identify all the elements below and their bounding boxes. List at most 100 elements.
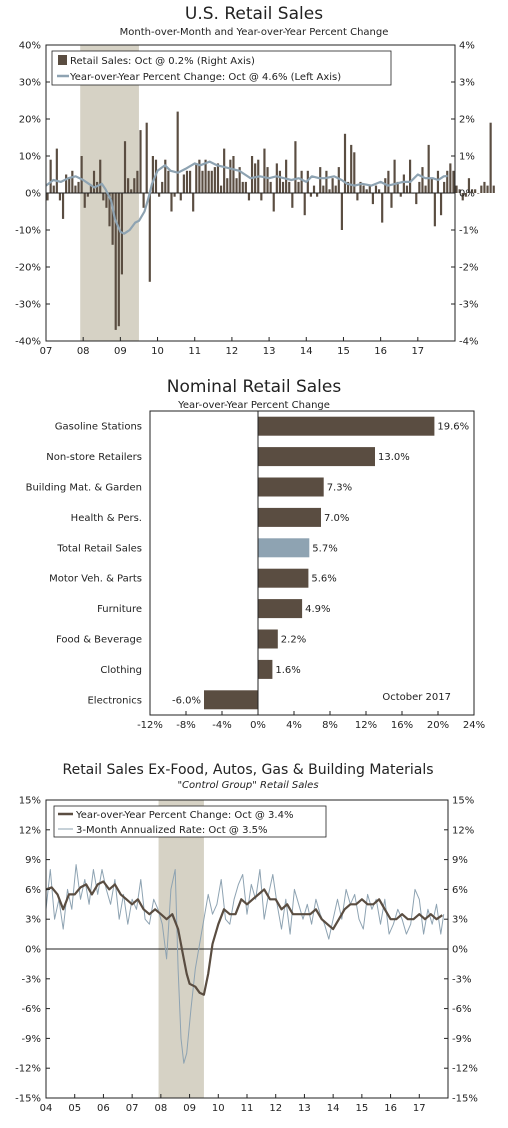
chart1-left-tick-label: 30% bbox=[19, 78, 41, 89]
chart1-mom-bar bbox=[92, 170, 96, 193]
chart2-value-label: 13.0% bbox=[378, 452, 410, 463]
chart1-left-tick-label: -30% bbox=[15, 300, 41, 311]
chart2-bar bbox=[258, 659, 273, 679]
chart1-mom-bar bbox=[359, 181, 362, 193]
chart2-value-label: 7.3% bbox=[327, 483, 352, 494]
chart1-mom-bar bbox=[46, 193, 49, 201]
chart3-left-tick-label: 9% bbox=[25, 855, 41, 866]
chart1-mom-bar bbox=[269, 181, 272, 193]
chart1-mom-bar bbox=[405, 185, 409, 193]
chart2-title: Nominal Retail Sales bbox=[167, 377, 342, 397]
chart1-mom-bar bbox=[49, 159, 52, 193]
chart1-left-tick-label: 10% bbox=[19, 152, 41, 163]
chart1-mom-bar bbox=[250, 156, 254, 193]
chart1-mom-bar bbox=[210, 170, 213, 193]
chart1-mom-bar bbox=[89, 185, 93, 193]
chart1-mom-bar bbox=[328, 189, 331, 193]
chart1-mom-bar bbox=[52, 185, 55, 193]
chart2-x-tick-label: -12% bbox=[137, 720, 163, 731]
chart1-mom-bar bbox=[241, 181, 244, 193]
chart3-right-tick-label: -15% bbox=[452, 1094, 478, 1105]
chart1-mom-bar bbox=[164, 159, 167, 193]
chart1-mom-bar bbox=[65, 174, 68, 193]
chart1-mom-bar bbox=[142, 193, 145, 208]
chart1-mom-bar bbox=[387, 170, 390, 193]
chart2-x-tick-label: -8% bbox=[176, 720, 195, 731]
chart2-bar bbox=[258, 477, 324, 497]
chart3-right-tick-label: 0% bbox=[452, 945, 468, 956]
chart1-mom-bar bbox=[260, 193, 263, 201]
chart3-x-tick-label: 13 bbox=[298, 1103, 311, 1114]
chart-nominal-retail-sales: Nominal Retail Sales Year-over-Year Perc… bbox=[26, 377, 486, 731]
chart1-mom-bar bbox=[216, 163, 220, 193]
chart1-x-tick-label: 10 bbox=[151, 346, 164, 357]
chart3-right-tick-label: 15% bbox=[452, 796, 474, 807]
chart1-mom-bar bbox=[226, 178, 229, 193]
chart1-mom-bar bbox=[204, 159, 207, 193]
chart1-plot-area bbox=[45, 45, 495, 341]
chart1-mom-bar bbox=[384, 178, 387, 193]
chart1-mom-bar bbox=[368, 185, 371, 193]
chart1-mom-bar bbox=[266, 167, 269, 193]
chart1-mom-bar bbox=[294, 141, 297, 193]
chart1-mom-bar bbox=[195, 163, 198, 193]
chart1-x-tick-label: 15 bbox=[337, 346, 350, 357]
chart1-mom-bar bbox=[356, 193, 359, 201]
chart3-x-tick-label: 10 bbox=[212, 1103, 225, 1114]
chart3-x-tick-label: 15 bbox=[355, 1103, 368, 1114]
chart1-mom-bar bbox=[58, 193, 62, 201]
chart3-left-tick-label: 15% bbox=[19, 796, 41, 807]
chart1-mom-bar bbox=[148, 193, 151, 282]
chart1-mom-bar bbox=[285, 159, 288, 193]
chart1-right-tick-label: 0% bbox=[459, 189, 475, 200]
chart1-mom-bar bbox=[161, 181, 164, 193]
chart1-mom-bar bbox=[480, 185, 483, 193]
chart1-mom-bar bbox=[83, 193, 86, 208]
chart2-category-label: Furniture bbox=[97, 604, 142, 615]
chart1-x-tick-label: 11 bbox=[188, 346, 201, 357]
chart1-left-tick-label: -10% bbox=[15, 226, 41, 237]
chart2-category-label: Health & Pers. bbox=[71, 513, 142, 524]
chart1-mom-bar bbox=[402, 174, 405, 193]
chart1-mom-bar bbox=[312, 185, 316, 193]
chart1-left-tick-label: 20% bbox=[19, 115, 41, 126]
chart1-x-tick-label: 17 bbox=[411, 346, 424, 357]
chart3-x-tick-label: 09 bbox=[183, 1103, 196, 1114]
chart1-mom-bar bbox=[201, 170, 204, 193]
chart1-legend-swatch-bar bbox=[58, 55, 67, 65]
chart1-mom-bar bbox=[213, 167, 216, 193]
chart2-x-tick-label: 0% bbox=[250, 720, 266, 731]
chart1-x-tick-label: 12 bbox=[226, 346, 239, 357]
chart1-mom-bar bbox=[424, 185, 427, 193]
chart3-right-tick-label: 9% bbox=[452, 855, 468, 866]
chart1-left-tick-label: -40% bbox=[15, 337, 41, 348]
chart1-mom-bar bbox=[303, 193, 306, 216]
chart1-mom-bar bbox=[223, 148, 226, 193]
chart1-mom-bar bbox=[421, 167, 424, 193]
chart1-mom-bar bbox=[244, 181, 247, 193]
chart1-mom-bar bbox=[492, 185, 495, 193]
chart3-x-tick-label: 14 bbox=[327, 1103, 340, 1114]
chart2-bar bbox=[258, 447, 375, 467]
chart1-subtitle: Month-over-Month and Year-over-Year Perc… bbox=[120, 27, 389, 38]
chart1-mom-bar bbox=[461, 193, 464, 201]
chart1-right-tick-label: -4% bbox=[459, 337, 478, 348]
chart3-series-3month-line bbox=[45, 864, 445, 1064]
chart3-left-tick-label: -15% bbox=[15, 1094, 41, 1105]
chart1-axes: 40% 30% 20% 10% 0% -10% -20% -30% -40% 4% 3% 2% 1% 0%… bbox=[15, 41, 478, 358]
chart1-mom-bar bbox=[309, 193, 313, 197]
chart1-mom-bar bbox=[483, 181, 486, 193]
chart1-mom-bar bbox=[61, 193, 65, 219]
chart3-right-tick-label: 3% bbox=[452, 915, 468, 926]
chart1-mom-bar bbox=[74, 185, 77, 193]
chart2-annotation: October 2017 bbox=[382, 692, 451, 703]
chart1-mom-bar bbox=[430, 178, 433, 193]
chart1-mom-bar bbox=[396, 181, 399, 193]
chart1-mom-bar bbox=[151, 156, 154, 193]
chart1-mom-bar bbox=[189, 170, 192, 193]
chart3-x-tick-label: 11 bbox=[241, 1103, 254, 1114]
chart1-mom-bar bbox=[378, 189, 381, 193]
chart1-x-tick-label: 09 bbox=[114, 346, 127, 357]
chart2-category-label: Food & Beverage bbox=[56, 635, 142, 646]
chart1-mom-bar bbox=[281, 181, 285, 193]
